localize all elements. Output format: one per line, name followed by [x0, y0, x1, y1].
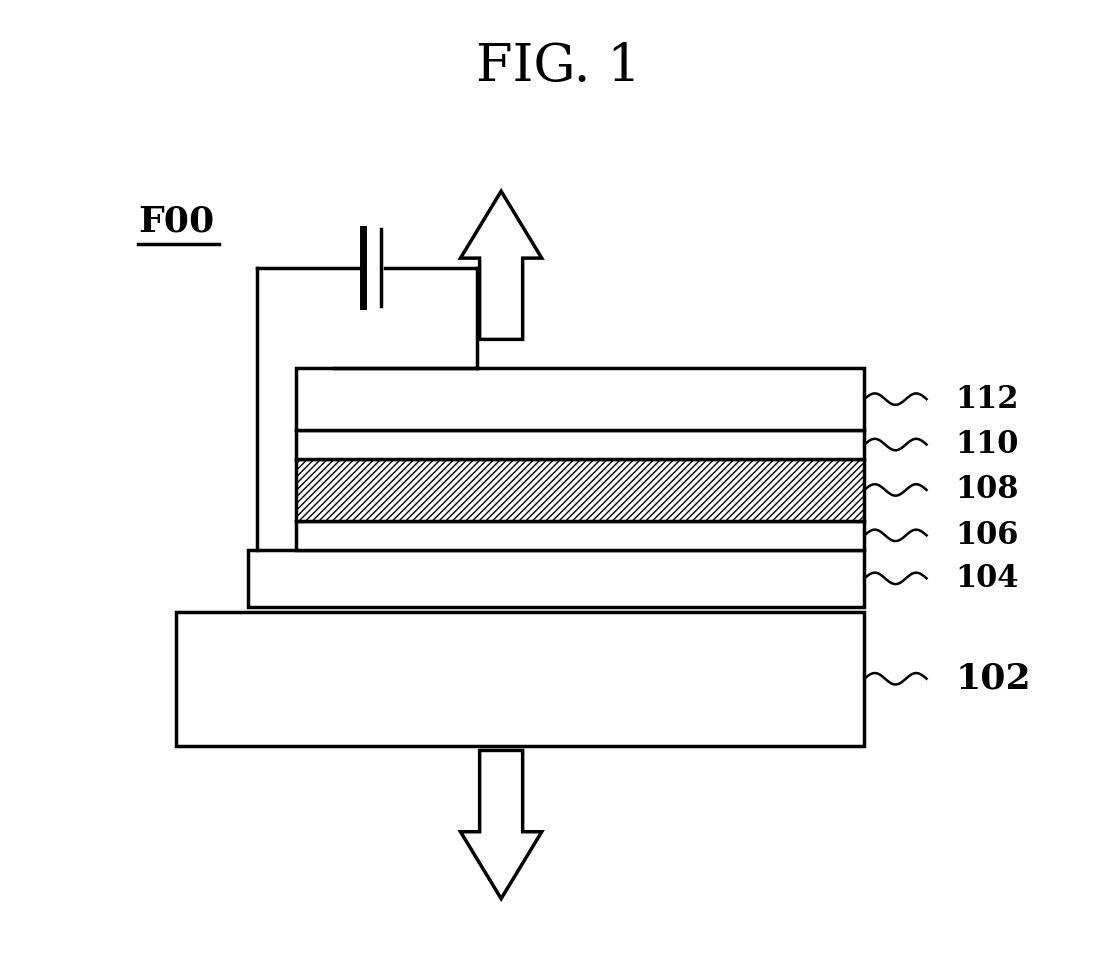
Bar: [248, 550, 865, 607]
Bar: [296, 430, 865, 459]
Text: F00: F00: [137, 205, 214, 239]
Text: 110: 110: [955, 429, 1019, 460]
Text: 112: 112: [955, 383, 1019, 415]
Bar: [176, 612, 865, 746]
Bar: [296, 459, 865, 521]
Text: 102: 102: [955, 662, 1031, 696]
Text: 108: 108: [955, 474, 1019, 506]
Text: 106: 106: [955, 520, 1019, 551]
Polygon shape: [460, 191, 542, 339]
Bar: [296, 368, 865, 430]
Text: FIG. 1: FIG. 1: [476, 41, 641, 93]
Bar: [296, 521, 865, 550]
Polygon shape: [460, 750, 542, 899]
Text: 104: 104: [955, 563, 1019, 594]
